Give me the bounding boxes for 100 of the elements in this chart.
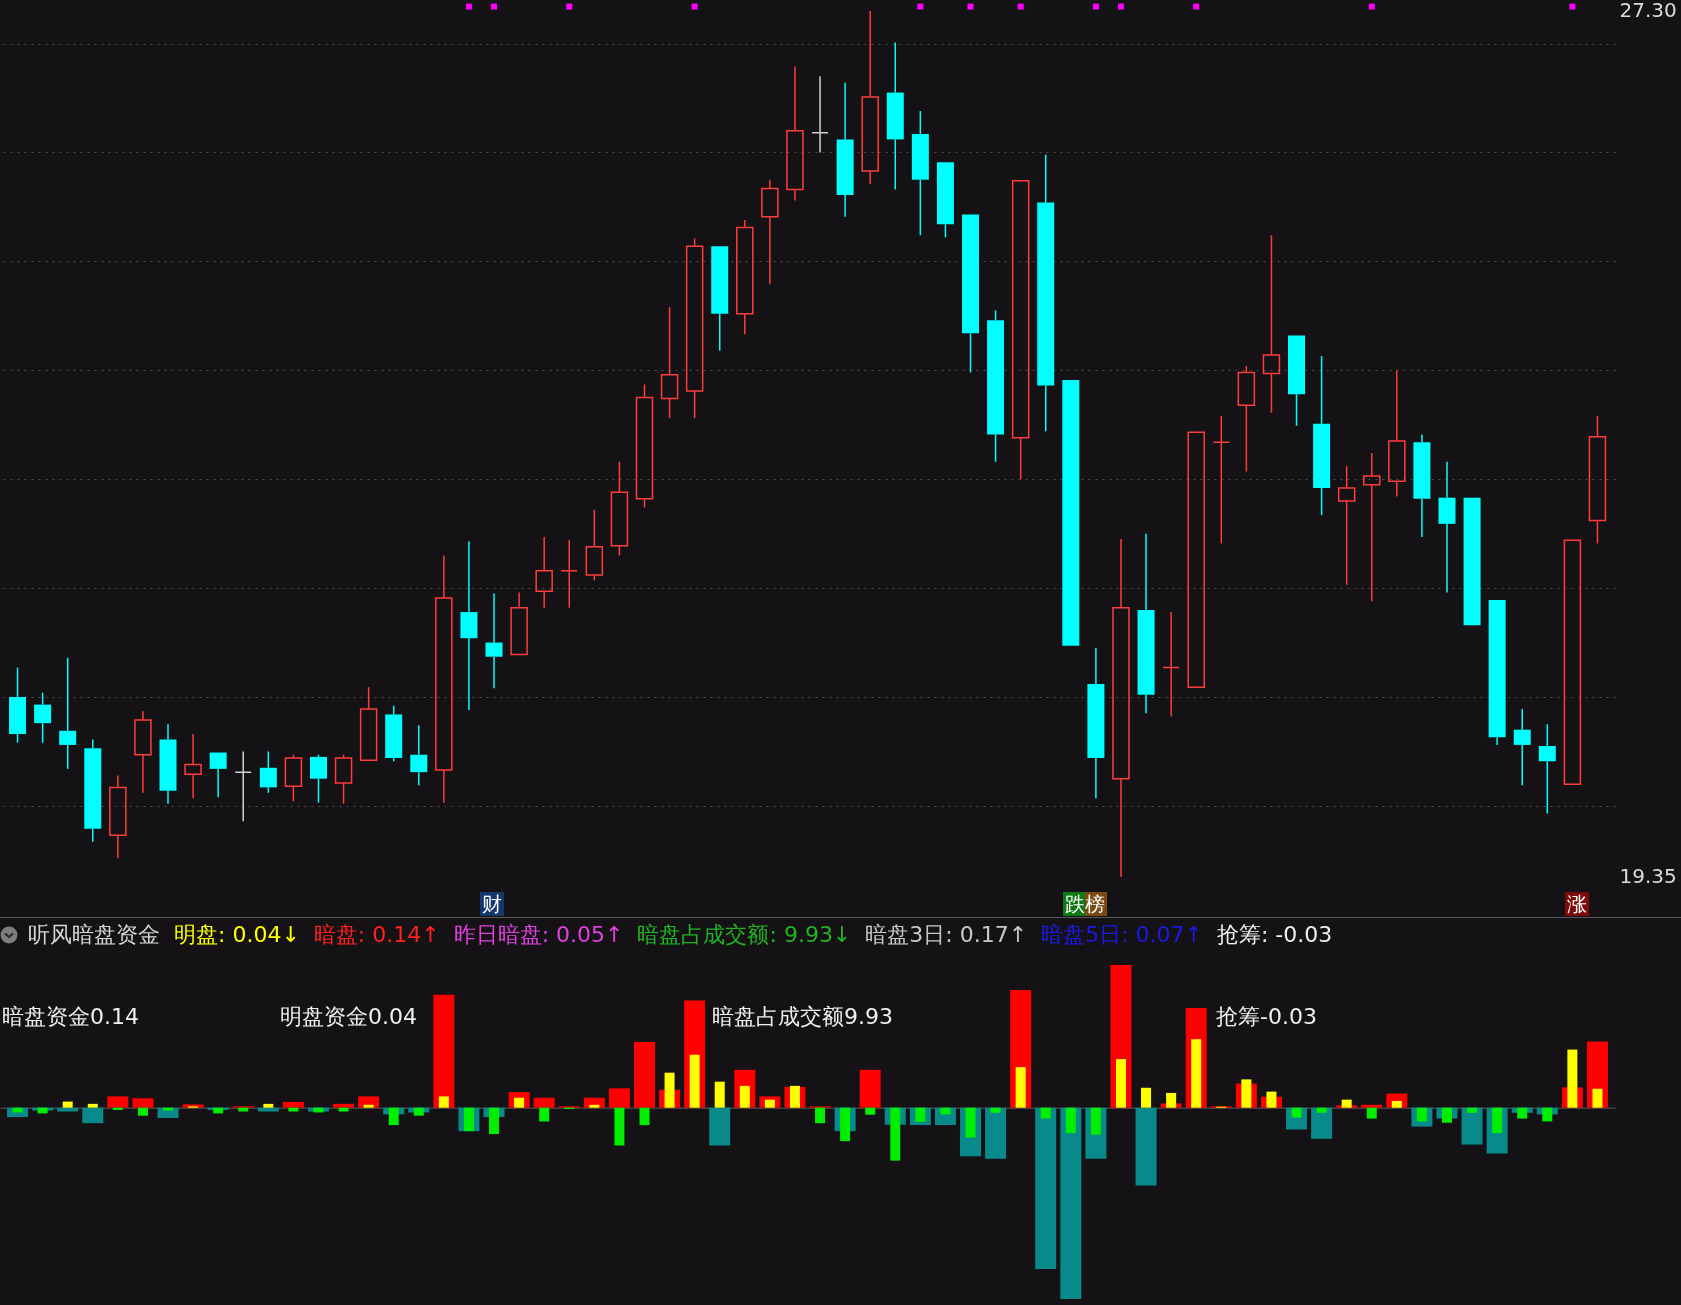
bar: [288, 1107, 299, 1112]
text: 抢筹: -0.03: [1216, 922, 1333, 948]
candlestick: [1538, 723, 1556, 815]
bar: [985, 1107, 1007, 1159]
candlestick: [1187, 431, 1205, 688]
bar: [815, 1107, 826, 1124]
bar: [915, 1107, 926, 1122]
candlestick: [59, 657, 77, 770]
bar: [940, 1107, 951, 1115]
annotation: 涨: [1565, 892, 1590, 916]
bar: [1166, 1092, 1177, 1108]
candlestick: [1413, 433, 1431, 538]
bar: [1341, 1099, 1352, 1108]
candlestick: [660, 306, 679, 419]
bar: [789, 1085, 800, 1108]
bar: [163, 1107, 174, 1111]
text: 暗盘: 0.14↑: [313, 922, 440, 948]
bar: [1391, 1100, 1402, 1108]
bar: [1115, 1059, 1126, 1108]
bar: [1567, 1049, 1578, 1108]
bar: [1467, 1107, 1478, 1113]
candlestick: [1488, 600, 1506, 746]
text: 暗盘3日: 0.17↑: [865, 922, 1028, 948]
candlestick: [109, 774, 127, 859]
bar: [1065, 1107, 1076, 1134]
bar: [1592, 1088, 1603, 1108]
candlestick: [1438, 461, 1456, 594]
annotation: 财: [480, 892, 505, 916]
candlestick: [836, 82, 854, 218]
y-tick-label: 19.35: [1619, 864, 1677, 889]
candlestick: [485, 592, 503, 690]
y-tick-label: 27.30: [1619, 0, 1677, 23]
bar: [1090, 1107, 1101, 1135]
candlestick: [1313, 355, 1331, 516]
bar: [1361, 1104, 1383, 1108]
bar: [865, 1107, 876, 1115]
bar: [87, 1103, 98, 1108]
bar: [1141, 1087, 1152, 1108]
bar: [263, 1103, 274, 1108]
candlestick: [1463, 497, 1481, 626]
bar: [1060, 1107, 1082, 1299]
candlestick: [1137, 532, 1155, 715]
candlestick: [510, 591, 528, 656]
bar: [1461, 1107, 1483, 1145]
candlestick: [786, 65, 804, 202]
bar: [689, 1054, 700, 1108]
bar: [1542, 1107, 1553, 1122]
bar: [388, 1107, 399, 1126]
annotation: 抢筹-0.03: [1216, 1004, 1317, 1030]
bar: [107, 1096, 129, 1108]
candlestick: [1062, 380, 1080, 646]
candlestick: [861, 10, 879, 185]
candlestick: [1087, 647, 1105, 800]
candlestick: [234, 750, 252, 822]
bar: [1035, 1107, 1057, 1270]
candlestick: [1112, 538, 1130, 878]
candlestick: [410, 724, 428, 786]
bar: [990, 1107, 1001, 1113]
candlestick: [184, 733, 202, 800]
candlestick: [84, 738, 102, 843]
bar: [1366, 1107, 1377, 1119]
bar: [82, 1107, 104, 1124]
bar: [764, 1099, 775, 1108]
bar: [639, 1107, 650, 1126]
candlestick: [134, 710, 152, 794]
candlestick: [1337, 465, 1356, 586]
chart-title: 听风暗盘资金: [28, 922, 160, 948]
bar: [514, 1097, 525, 1108]
candlestick: [1162, 611, 1180, 718]
candlestick: [711, 246, 729, 352]
bar: [840, 1107, 851, 1142]
bar: [589, 1104, 600, 1108]
bar: [1135, 1107, 1157, 1186]
bar: [282, 1101, 304, 1108]
candlestick: [159, 723, 177, 805]
bar: [1441, 1107, 1452, 1123]
candlestick: [1262, 234, 1281, 414]
bar: [433, 994, 455, 1108]
candlestick: [886, 41, 904, 191]
annotation: 跌榜: [1063, 892, 1108, 916]
bar: [664, 1072, 675, 1108]
bar: [438, 1096, 449, 1108]
candlestick: [435, 554, 453, 804]
bar: [333, 1103, 355, 1108]
bar: [1291, 1107, 1302, 1118]
candlestick: [1388, 369, 1406, 498]
bar: [132, 1098, 154, 1108]
bar: [413, 1107, 424, 1116]
candlestick: [911, 110, 929, 236]
candlestick: [359, 686, 378, 761]
annotation: 明盘资金0.04: [280, 1004, 417, 1030]
bar: [238, 1107, 249, 1112]
candlestick: [1563, 539, 1582, 785]
bar: [714, 1081, 725, 1108]
bar: [1040, 1107, 1051, 1119]
bar: [1492, 1107, 1503, 1134]
candlestick: [460, 540, 478, 711]
bar: [363, 1104, 374, 1108]
bar: [489, 1107, 500, 1135]
candlestick: [1212, 415, 1231, 545]
